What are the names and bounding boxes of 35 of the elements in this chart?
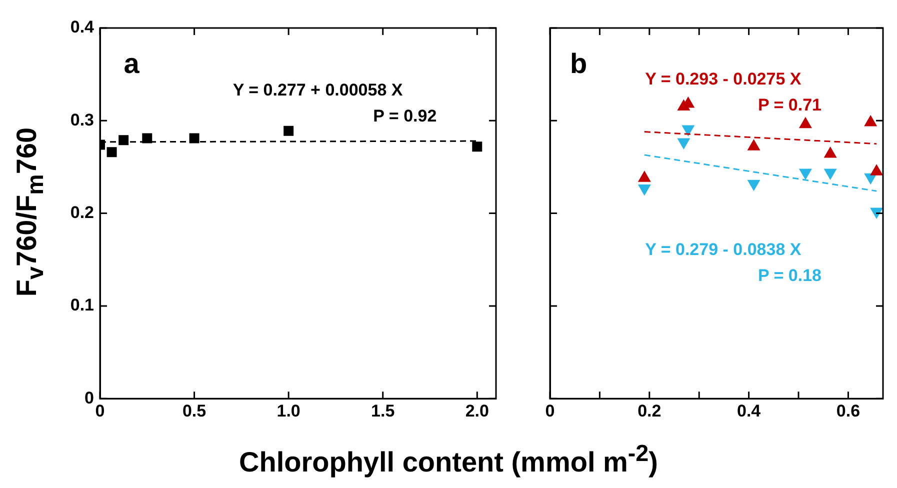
point: [800, 118, 812, 128]
point: [472, 142, 482, 152]
point: [800, 168, 812, 180]
x-tick-label: 0.5: [182, 401, 206, 420]
point: [748, 180, 760, 190]
annotation: a: [124, 48, 140, 79]
annotation: P = 0.71: [758, 96, 822, 115]
point: [870, 208, 882, 218]
annotation: b: [570, 48, 588, 79]
annotation: P = 0.18: [758, 266, 822, 285]
point: [106, 147, 117, 158]
x-tick-label: 2.0: [465, 401, 489, 420]
y-tick-label: 0: [84, 388, 94, 408]
y-tick-label: 0.3: [70, 110, 94, 130]
y-tick-label: 0.1: [70, 296, 94, 315]
point: [118, 135, 129, 146]
x-tick-label: 0.4: [736, 401, 762, 420]
point: [284, 126, 294, 136]
point: [638, 184, 650, 196]
x-axis-title: Chlorophyll content (mmol m$^{-2}$): [238, 440, 659, 478]
point: [189, 133, 200, 144]
point: [142, 133, 152, 144]
point: [824, 168, 836, 180]
annotation: Y = 0.277 + 0.00058 X: [232, 80, 404, 100]
annotation: Y = 0.293 - 0.0275 X: [645, 70, 802, 89]
point: [864, 116, 877, 126]
annotation: Y = 0.279 - 0.0838 X: [645, 240, 802, 260]
x-tick-label: 1.5: [371, 401, 395, 420]
y-tick-label: 0.4: [70, 18, 95, 37]
x-tick-label: 1.0: [276, 401, 300, 420]
y-tick-label: 0.2: [70, 202, 94, 222]
annotation: P = 0.92: [373, 106, 437, 126]
x-tick-label: 0: [545, 401, 555, 420]
x-tick-label: 0.2: [638, 401, 662, 420]
x-tick-label: 0.6: [836, 401, 860, 420]
